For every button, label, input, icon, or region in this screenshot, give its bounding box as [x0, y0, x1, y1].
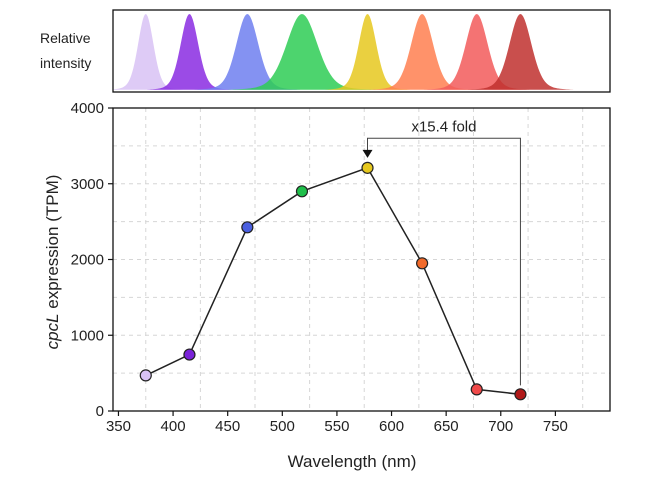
data-point [183, 348, 196, 361]
x-tick-label: 750 [543, 418, 568, 435]
x-tick-label: 650 [434, 418, 459, 435]
y-axis-title-rest: expression (TPM) [43, 175, 62, 314]
spectrum-frame [112, 9, 611, 93]
x-tick-label: 600 [379, 418, 404, 435]
x-tick-label: 350 [106, 418, 131, 435]
y-axis-title: cpcL expression (TPM) [43, 175, 62, 350]
series-line [145, 166, 521, 396]
data-point [139, 369, 152, 382]
y-tick-label: 1000 [71, 327, 104, 344]
data-point [514, 388, 527, 401]
spectrum-label-line2: intensity [40, 55, 91, 71]
x-tick-label: 400 [161, 418, 186, 435]
y-tick-label: 2000 [71, 252, 104, 269]
spectrum-peaks [113, 14, 576, 90]
spectrum-peak [225, 14, 379, 90]
data-point [241, 221, 254, 234]
spectrum-peak [367, 14, 477, 90]
y-tick-label: 3000 [71, 176, 104, 193]
spectrum-peak [145, 14, 234, 90]
annotation-bracket [367, 137, 521, 386]
data-point [361, 161, 374, 174]
spectrum-label-line1: Relative [40, 30, 91, 46]
data-point [470, 383, 483, 396]
x-axis-title: Wavelength (nm) [288, 452, 417, 471]
x-tick-label: 450 [215, 418, 240, 435]
fold-annotation: x15.4 fold [362, 118, 521, 386]
x-tick-label: 550 [324, 418, 349, 435]
x-axis-ticks: 350 400 450 500 550 600 650 700 750 [106, 411, 568, 435]
y-tick-label: 0 [96, 403, 104, 420]
data-point [416, 257, 429, 270]
spectrum-peak [192, 14, 302, 90]
spectrum-peak [323, 14, 412, 90]
chart-grid [113, 108, 610, 411]
spectrum-peak [113, 14, 184, 90]
data-points [139, 161, 527, 401]
y-axis-title-italic: cpcL [43, 313, 62, 349]
annotation-arrow-head [362, 149, 373, 158]
data-point [295, 185, 309, 198]
annotation-label: x15.4 fold [411, 118, 476, 135]
x-tick-label: 500 [270, 418, 295, 435]
x-tick-label: 700 [488, 418, 513, 435]
spectrum-peak [465, 14, 576, 90]
y-tick-label: 4000 [71, 100, 104, 117]
spectrum-peak [422, 14, 532, 90]
y-axis-ticks: 0 1000 2000 3000 4000 [71, 100, 113, 420]
